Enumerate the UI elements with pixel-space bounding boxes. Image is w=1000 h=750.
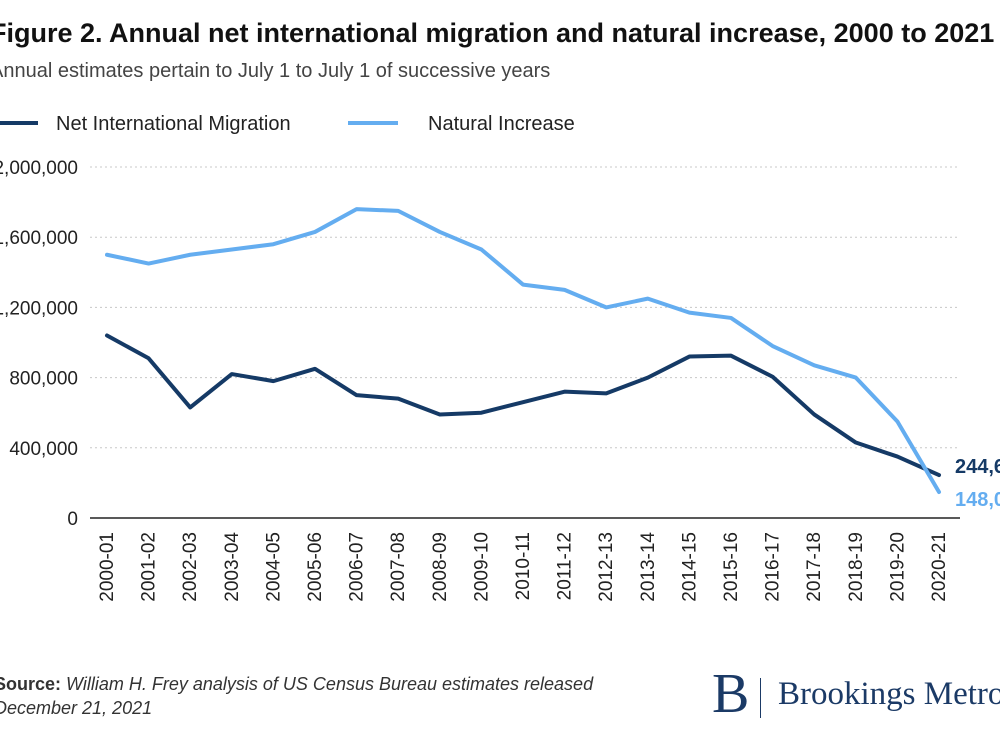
chart-title: Figure 2. Annual net international migra… — [0, 18, 995, 48]
x-tick-label: 2008-09 — [430, 532, 451, 602]
y-axis-tick-labels: 0 400,000 800,000 1,200,000 1,600,000 2,000,0… — [0, 158, 78, 530]
ni-data-point — [895, 419, 899, 423]
ni-data-point — [521, 283, 525, 287]
nim-data-point — [479, 411, 483, 415]
nim-data-point — [355, 393, 359, 397]
brand-mark: B — [712, 663, 750, 725]
ni-data-point — [230, 247, 234, 251]
x-tick-label: 2013-14 — [638, 532, 659, 602]
y-tick-label: 0 — [67, 509, 78, 530]
x-tick-label: 2009-10 — [471, 532, 492, 602]
nim-data-point — [230, 372, 234, 376]
x-tick-label: 2005-06 — [305, 532, 326, 602]
ni-data-point — [604, 305, 608, 309]
series-lines — [105, 207, 941, 495]
nim-data-point — [521, 400, 525, 404]
ni-data-point — [771, 344, 775, 348]
nim-data-point — [188, 405, 192, 409]
ni-data-point — [812, 363, 816, 367]
y-tick-label: 800,000 — [9, 369, 78, 390]
y-tick-label: 400,000 — [9, 439, 78, 460]
nim-data-point — [812, 412, 816, 416]
y-tick-label: 2,000,000 — [0, 158, 78, 179]
nim-data-point — [729, 354, 733, 358]
ni-data-point — [479, 247, 483, 251]
source-label: Source: — [0, 674, 62, 694]
x-tick-label: 2002-03 — [180, 532, 201, 602]
ni-data-point — [438, 230, 442, 234]
x-tick-label: 2011-12 — [555, 532, 576, 600]
x-tick-label: 2003-04 — [222, 532, 243, 602]
x-tick-label: 2010-11 — [513, 532, 534, 600]
x-tick-label: 2006-07 — [347, 532, 368, 602]
line-chart: 0 400,000 800,000 1,200,000 1,600,000 2,000,0… — [0, 113, 1000, 602]
y-tick-label: 1,200,000 — [0, 298, 78, 319]
nim-data-point — [396, 397, 400, 401]
ni-end-label: 148,043 — [955, 489, 1000, 511]
x-axis-tick-labels: 2000-01 2001-02 2002-03 2003-04 2004-05 2005-… — [97, 532, 950, 602]
ni-data-point — [729, 316, 733, 320]
legend: Net International Migration Natural Incre… — [0, 113, 575, 135]
ni-data-point — [854, 376, 858, 380]
nim-data-point — [646, 376, 650, 380]
ni-data-point — [271, 242, 275, 246]
x-tick-label: 2017-18 — [804, 532, 825, 602]
x-tick-label: 2020-21 — [929, 532, 950, 602]
nim-data-point — [604, 391, 608, 395]
nim-data-point — [271, 379, 275, 383]
end-labels: 244,622 148,043 — [955, 456, 1000, 511]
y-tick-label: 1,600,000 — [0, 228, 78, 249]
ni-data-point — [937, 490, 941, 494]
net-international-migration-line — [105, 333, 941, 478]
nim-data-point — [313, 367, 317, 371]
x-tick-label: 2016-17 — [763, 532, 784, 602]
nim-end-label: 244,622 — [955, 456, 1000, 478]
nim-data-point — [147, 356, 151, 360]
x-tick-label: 2001-02 — [139, 532, 160, 602]
x-tick-label: 2004-05 — [263, 532, 284, 602]
nim-data-point — [687, 355, 691, 359]
source-note: Source: William H. Frey analysis of US C… — [0, 672, 634, 720]
ni-data-point — [188, 253, 192, 257]
source-text: William H. Frey analysis of US Census Bu… — [0, 674, 594, 718]
nim-data-point — [438, 412, 442, 416]
legend-label: Natural Increase — [428, 113, 575, 135]
ni-data-point — [646, 297, 650, 301]
x-tick-label: 2012-13 — [596, 532, 617, 602]
nim-data-point — [105, 333, 109, 337]
ni-data-point — [105, 253, 109, 257]
x-tick-label: 2018-19 — [846, 532, 867, 602]
brand-divider — [760, 678, 761, 718]
nim-data-point — [563, 390, 567, 394]
x-tick-label: 2007-08 — [388, 532, 409, 602]
natural-increase-line — [105, 207, 941, 495]
nim-data-point — [854, 441, 858, 445]
nim-data-point — [937, 473, 941, 477]
chart-subtitle: Annual estimates pertain to July 1 to Ju… — [0, 60, 551, 82]
ni-data-point — [563, 288, 567, 292]
ni-data-point — [313, 230, 317, 234]
brand-name: Brookings Metro — [778, 676, 1000, 712]
legend-label: Net International Migration — [56, 113, 291, 135]
x-tick-label: 2000-01 — [97, 532, 118, 602]
nim-data-point — [895, 455, 899, 459]
x-tick-label: 2014-15 — [679, 532, 700, 602]
ni-data-point — [147, 262, 151, 266]
x-tick-label: 2019-20 — [887, 532, 908, 602]
ni-data-point — [687, 311, 691, 315]
ni-data-point — [355, 207, 359, 211]
grid-lines — [90, 166, 960, 449]
x-tick-label: 2015-16 — [721, 532, 742, 602]
ni-data-point — [396, 209, 400, 213]
nim-data-point — [771, 375, 775, 379]
